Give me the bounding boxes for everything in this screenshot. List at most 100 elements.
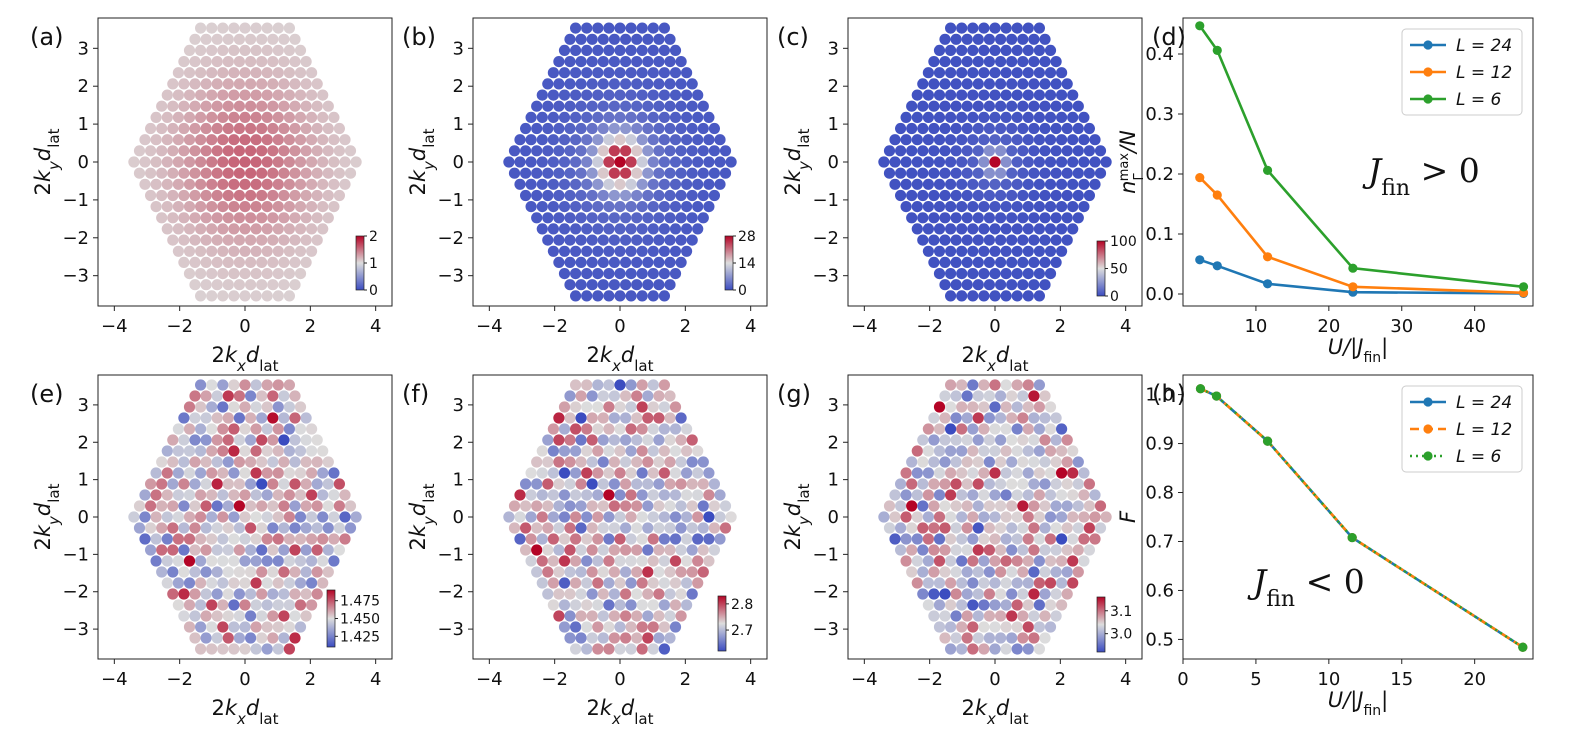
lattice-site xyxy=(625,445,637,457)
lattice-site xyxy=(889,156,901,168)
lattice-site xyxy=(1056,134,1068,146)
lattice-site xyxy=(995,33,1007,45)
lattice-site xyxy=(217,467,229,479)
lattice-site xyxy=(597,588,609,600)
lattice-site xyxy=(614,156,626,168)
lattice-site xyxy=(658,577,671,589)
lattice-site xyxy=(206,245,218,257)
y-tick-label: 0.1 xyxy=(1145,224,1174,245)
lattice-site xyxy=(514,489,526,501)
lattice-site xyxy=(317,489,329,501)
lattice-site xyxy=(922,67,935,79)
lattice-site xyxy=(950,167,962,179)
lattice-site xyxy=(614,379,626,391)
lattice-site xyxy=(911,223,923,235)
lattice-site xyxy=(272,22,284,34)
lattice-site xyxy=(922,423,935,435)
lattice-site xyxy=(939,456,951,468)
lattice-site xyxy=(1017,632,1029,644)
lattice-site xyxy=(1022,401,1034,413)
lattice-site xyxy=(636,423,648,435)
annotation: Jfin > 0 xyxy=(1362,151,1480,201)
lattice-site xyxy=(900,111,912,123)
lattice-site xyxy=(608,412,621,424)
lattice-site xyxy=(1061,544,1073,556)
lattice-site xyxy=(167,434,179,446)
lattice-site xyxy=(625,511,637,523)
lattice-site xyxy=(311,78,323,90)
lattice-site xyxy=(636,223,648,235)
lattice-site xyxy=(217,89,229,101)
lattice-site xyxy=(1028,478,1040,490)
lattice-site xyxy=(581,467,593,479)
lattice-site xyxy=(614,467,626,479)
lattice-site xyxy=(883,167,896,179)
lattice-site xyxy=(183,201,196,213)
y-axis-label: 2kydlat xyxy=(406,128,438,195)
lattice-site xyxy=(525,178,537,190)
lattice-site xyxy=(1006,189,1018,202)
lattice-site xyxy=(311,189,323,202)
lattice-site xyxy=(647,89,659,101)
lattice-site xyxy=(161,111,173,123)
lattice-site xyxy=(1022,134,1034,146)
lattice-site xyxy=(714,489,726,501)
lattice-site xyxy=(211,434,223,446)
lattice-site xyxy=(647,379,659,391)
lattice-site xyxy=(1028,122,1040,135)
lattice-site xyxy=(1039,167,1051,179)
lattice-site xyxy=(300,100,312,112)
lattice-site xyxy=(956,67,968,79)
lattice-site xyxy=(250,67,262,79)
lattice-site xyxy=(922,134,935,146)
lattice-site xyxy=(631,189,643,202)
lattice-site xyxy=(228,643,240,655)
lattice-site xyxy=(217,423,229,435)
lattice-site xyxy=(697,456,709,468)
lattice-site xyxy=(669,533,682,545)
lattice-site xyxy=(1000,245,1012,257)
colorbar-gradient xyxy=(326,589,336,648)
lattice-site xyxy=(917,145,929,157)
lattice-site xyxy=(978,223,990,235)
lattice-site xyxy=(592,178,604,190)
lattice-site xyxy=(961,610,973,622)
lattice-site xyxy=(625,156,637,168)
lattice-site xyxy=(669,423,682,435)
lattice-site xyxy=(183,599,196,611)
lattice-site xyxy=(989,423,1001,435)
lattice-site xyxy=(1056,577,1068,589)
lattice-site xyxy=(928,100,940,112)
lattice-site xyxy=(217,201,229,213)
lattice-site xyxy=(675,588,687,600)
lattice-site xyxy=(983,478,996,490)
lattice-site xyxy=(178,522,190,534)
lattice-site xyxy=(636,134,648,146)
lattice-site xyxy=(1022,445,1034,457)
lattice-site xyxy=(933,178,946,190)
lattice-site xyxy=(1000,599,1012,611)
lattice-site xyxy=(906,478,918,490)
lattice-site xyxy=(139,511,151,523)
lattice-site xyxy=(922,599,935,611)
lattice-site xyxy=(597,522,609,534)
lattice-site xyxy=(306,555,318,567)
data-point xyxy=(1195,255,1205,265)
lattice-site xyxy=(664,632,676,644)
lattice-site xyxy=(664,212,676,224)
lattice-site xyxy=(531,189,543,202)
lattice-site xyxy=(692,111,704,123)
lattice-site xyxy=(581,22,593,34)
lattice-site xyxy=(558,599,571,611)
lattice-site xyxy=(300,145,312,157)
lattice-site xyxy=(211,167,223,179)
lattice-site xyxy=(150,178,162,190)
lattice-site xyxy=(933,223,946,235)
lattice-site xyxy=(245,500,257,512)
lattice-site xyxy=(620,100,632,112)
lattice-site xyxy=(950,390,962,402)
lattice-site xyxy=(642,167,654,179)
lattice-site xyxy=(217,156,229,168)
